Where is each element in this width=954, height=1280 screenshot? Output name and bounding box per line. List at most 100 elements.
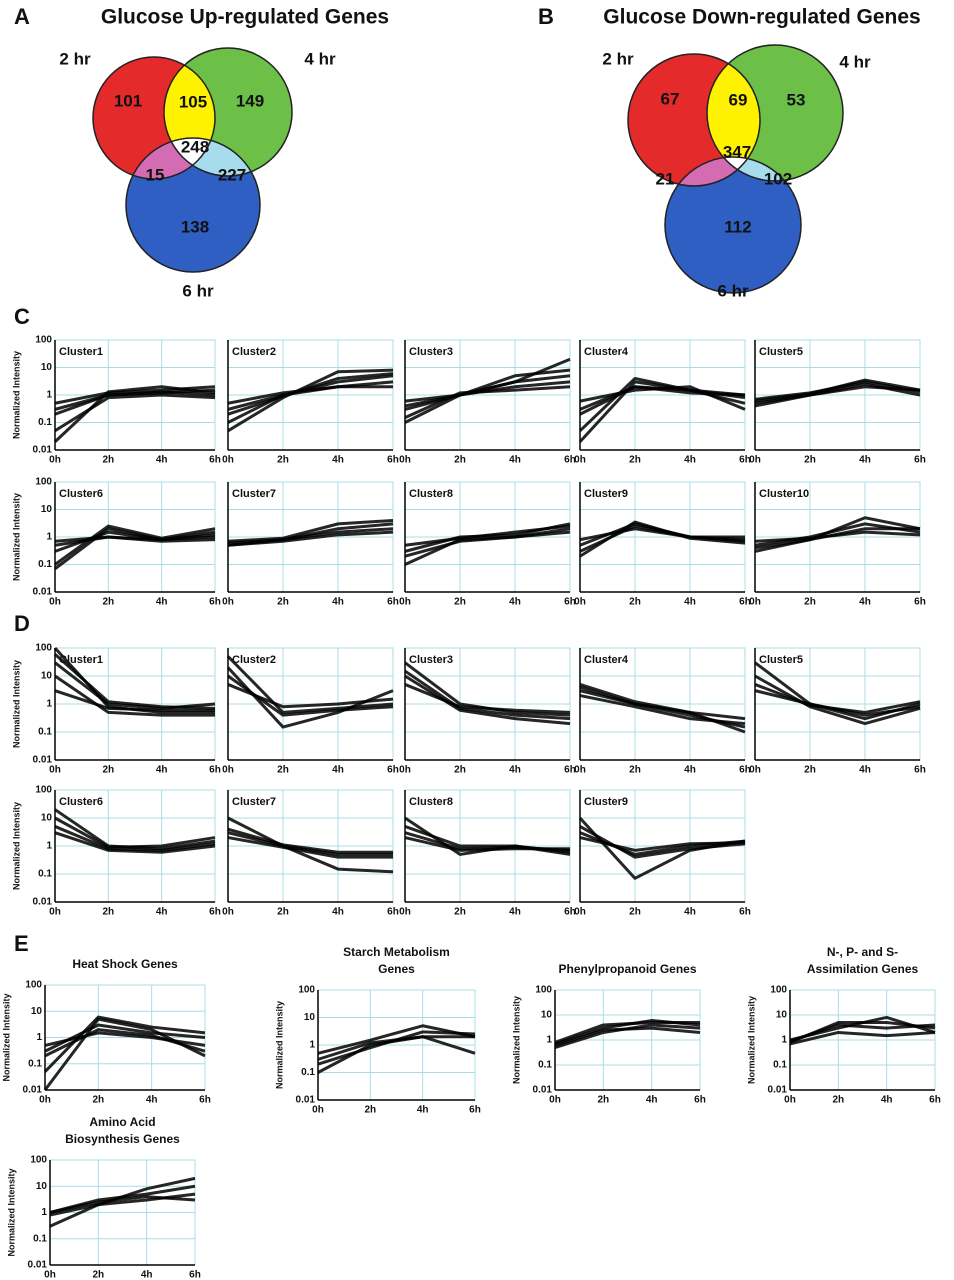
x-tick-label: 6h [209,455,221,466]
x-tick-label: 2h [454,597,466,608]
data-line [404,374,571,408]
x-tick-label: 0h [749,455,761,466]
x-tick-label: 2h [804,455,816,466]
x-tick-label: 4h [509,907,521,918]
data-line [227,385,393,405]
data-line [754,382,921,408]
region-count: 53 [787,90,806,109]
x-tick-label: 0h [49,455,61,466]
plot-title: Cluster2 [232,346,276,358]
data-line [404,836,570,852]
y-tick-label: 0.01 [33,445,53,456]
y-tick-label: 10 [304,1012,316,1023]
y-tick-label: 0.1 [38,559,52,570]
set-label: 4 hr [304,49,336,68]
venn-outline [627,53,761,187]
y-tick-label: 0.01 [28,1260,48,1271]
set-label: 4 hr [839,52,871,71]
x-tick-label: 6h [387,455,399,466]
x-tick-label: 2h [629,597,641,608]
plot-title: Cluster1 [59,654,103,666]
plot-title: Cluster2 [232,654,276,666]
y-tick-label: 10 [541,1010,553,1021]
y-tick-label: 1 [46,532,52,543]
x-tick-label: 4h [332,765,344,776]
x-tick-label: 6h [914,455,926,466]
y-tick-label: 100 [35,643,52,654]
data-line [54,393,216,433]
plot-title: Starch Metabolism [343,945,450,959]
x-tick-label: 6h [209,597,221,608]
y-tick-label: 0.1 [38,417,52,428]
x-tick-label: 0h [49,597,61,608]
plot-title: Cluster4 [584,346,629,358]
venn-overlap [707,54,760,181]
x-tick-label: 2h [454,455,466,466]
y-axis-label: Normalized Intensity [11,660,21,748]
x-tick-label: 2h [629,455,641,466]
plot-title: Cluster4 [584,654,629,666]
y-tick-label: 10 [41,813,53,824]
y-tick-label: 1 [46,841,52,852]
x-tick-label: 0h [574,455,586,466]
x-tick-label: 6h [914,765,926,776]
x-tick-label: 0h [749,597,761,608]
data-line [579,836,746,852]
data-line [227,372,394,416]
data-line [554,1026,701,1047]
x-tick-label: 2h [102,765,114,776]
x-tick-label: 6h [694,1095,706,1106]
x-tick-label: 0h [399,597,411,608]
x-tick-label: 4h [881,1095,893,1106]
data-line [789,1023,936,1043]
x-tick-label: 2h [629,907,641,918]
data-line [579,385,746,416]
data-line [49,1176,196,1228]
x-tick-label: 6h [739,907,751,918]
x-tick-label: 6h [209,765,221,776]
data-line [404,385,571,420]
set-label: 2 hr [59,49,91,68]
y-tick-label: 100 [35,785,52,796]
x-tick-label: 4h [684,597,696,608]
data-line [226,655,394,714]
data-line [579,685,746,721]
data-line [317,1024,476,1055]
panel-label: D [14,611,30,636]
plot-title: Cluster7 [232,796,276,808]
x-tick-label: 2h [277,597,289,608]
y-tick-label: 0.01 [533,1085,553,1096]
region-count: 101 [114,91,142,110]
region-count: 21 [656,169,675,188]
region-count: 138 [181,217,209,236]
data-line [317,1030,476,1066]
x-tick-label: 0h [399,907,411,918]
data-line [404,530,571,558]
y-tick-label: 10 [36,1181,48,1192]
x-tick-label: 6h [929,1095,941,1106]
x-tick-label: 6h [564,907,576,918]
x-tick-label: 6h [914,597,926,608]
y-tick-label: 10 [41,362,53,373]
y-tick-label: 0.1 [301,1067,315,1078]
x-tick-label: 4h [509,597,521,608]
region-count: 105 [179,92,207,111]
x-tick-label: 4h [509,455,521,466]
x-tick-label: 0h [784,1095,796,1106]
x-tick-label: 0h [222,765,234,776]
x-tick-label: 4h [509,765,521,776]
venn-overlap [164,138,260,176]
x-tick-label: 6h [387,597,399,608]
x-tick-label: 4h [332,907,344,918]
y-axis-label: Normalized Intensity [11,493,21,581]
venn-outline [92,56,216,180]
plot-title: Cluster8 [409,796,453,808]
overlap [164,138,260,176]
venn-set [665,157,801,293]
data-line [54,831,216,854]
x-tick-label: 2h [277,907,289,918]
x-tick-label: 2h [804,597,816,608]
y-tick-label: 10 [776,1010,788,1021]
set-label: 6 hr [717,281,749,300]
